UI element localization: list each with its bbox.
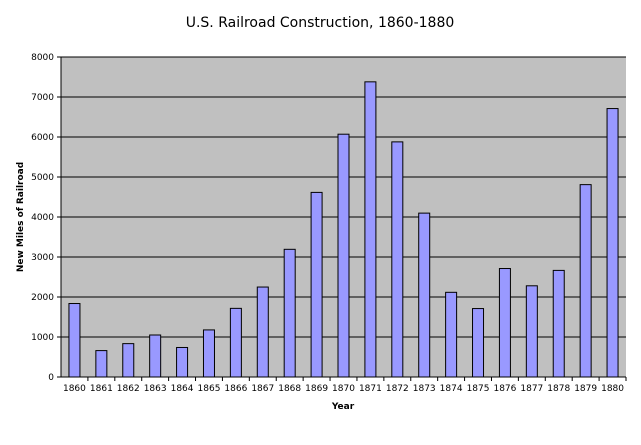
bar-1873	[418, 212, 431, 378]
x-tick-label: 1866	[224, 384, 247, 394]
x-tick-label: 1869	[305, 384, 328, 394]
x-tick-label: 1872	[386, 384, 409, 394]
bar-1864	[176, 346, 189, 378]
y-tick-label: 2000	[31, 293, 54, 303]
bar-1876	[498, 268, 511, 378]
y-tick-label: 1000	[31, 333, 54, 343]
x-tick-label: 1860	[63, 384, 86, 394]
bar-1869	[310, 191, 323, 378]
y-tick-label: 7000	[31, 93, 54, 103]
y-tick-label: 6000	[31, 133, 54, 143]
y-tick-label: 0	[48, 373, 54, 383]
bar-1880	[606, 108, 619, 378]
bar-1877	[525, 285, 538, 378]
bar-1862	[122, 343, 135, 378]
bar-1878	[552, 269, 565, 378]
y-tick-label: 4000	[31, 213, 54, 223]
bar-1867	[256, 286, 269, 378]
y-tick-label: 5000	[31, 173, 54, 183]
x-tick-label: 1861	[90, 384, 113, 394]
x-tick-label: 1880	[601, 384, 624, 394]
bar-1863	[149, 334, 162, 378]
bar-1866	[229, 307, 242, 378]
x-tick-label: 1873	[413, 384, 436, 394]
y-axis-label: New Miles of Railroad	[16, 162, 26, 272]
bar-1879	[579, 184, 592, 378]
x-tick-label: 1874	[440, 384, 463, 394]
bar-1865	[202, 329, 215, 378]
x-tick-label: 1875	[467, 384, 490, 394]
bar-1861	[95, 350, 108, 378]
x-tick-label: 1865	[198, 384, 221, 394]
x-tick-label: 1870	[332, 384, 355, 394]
x-tick-label: 1868	[278, 384, 301, 394]
x-tick-label: 1878	[547, 384, 570, 394]
x-tick-label: 1877	[520, 384, 543, 394]
y-tick-label: 8000	[31, 53, 54, 63]
bar-1874	[445, 291, 458, 378]
bar-1871	[364, 81, 377, 378]
bar-1870	[337, 133, 350, 378]
x-axis-label: Year	[331, 402, 355, 412]
bar-1868	[283, 248, 296, 378]
x-tick-label: 1863	[144, 384, 167, 394]
chart-title: U.S. Railroad Construction, 1860-1880	[186, 15, 455, 31]
bar-1875	[472, 308, 485, 378]
x-tick-label: 1876	[493, 384, 516, 394]
x-tick-label: 1862	[117, 384, 140, 394]
bar-1872	[391, 141, 404, 378]
y-tick-label: 3000	[31, 253, 54, 263]
bar-1860	[68, 303, 81, 378]
x-tick-label: 1867	[251, 384, 274, 394]
x-tick-label: 1879	[574, 384, 597, 394]
x-tick-label: 1864	[171, 384, 194, 394]
x-tick-label: 1871	[359, 384, 382, 394]
